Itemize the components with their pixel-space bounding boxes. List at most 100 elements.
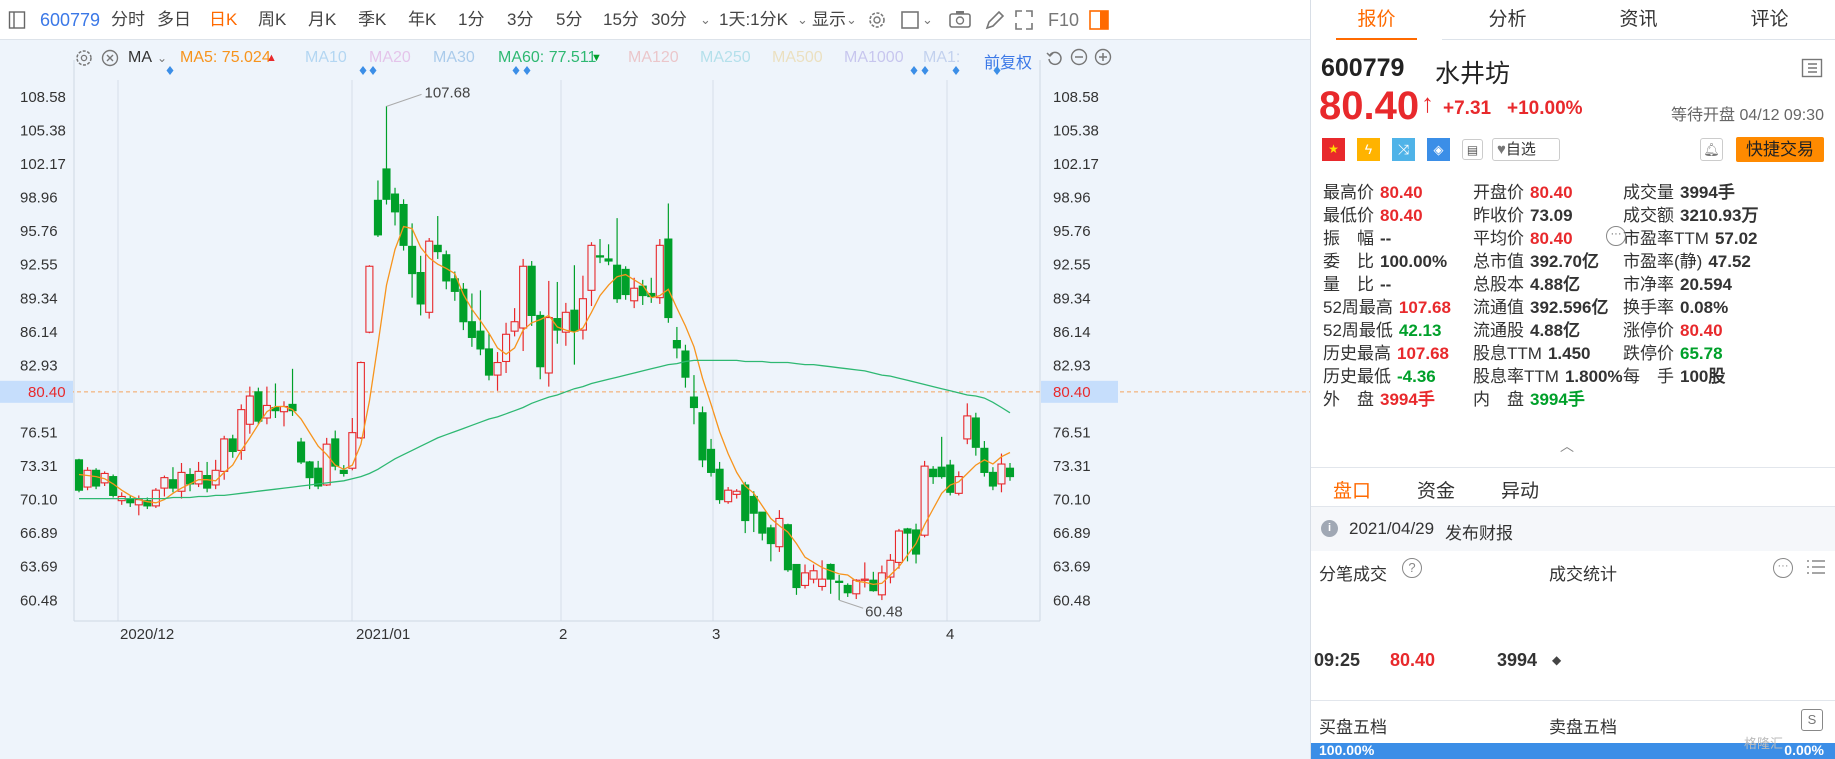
indicator-chevron-icon[interactable]: ⌄ xyxy=(157,51,168,65)
f10-button[interactable]: F10 xyxy=(1048,10,1080,30)
tab-quote[interactable]: 报价 xyxy=(1311,0,1442,40)
candle-body[interactable] xyxy=(783,524,792,571)
candle-body[interactable] xyxy=(331,438,340,467)
candle-body[interactable] xyxy=(502,333,511,363)
candle-body[interactable] xyxy=(698,412,707,461)
candle-body[interactable] xyxy=(425,240,434,313)
candle-body[interactable] xyxy=(92,469,101,487)
list-view-icon[interactable] xyxy=(1805,556,1827,583)
event-marker-icon[interactable] xyxy=(952,66,960,75)
tab-orderbook[interactable]: 盘口 xyxy=(1333,481,1372,502)
candle-body[interactable] xyxy=(1005,467,1015,478)
candle-body[interactable] xyxy=(920,465,929,536)
tab-3min[interactable]: 3分 xyxy=(507,10,534,29)
layout-chevron-icon[interactable]: ⌄ xyxy=(922,12,933,27)
tab-month-k[interactable]: 月K xyxy=(308,10,337,29)
candle-body[interactable] xyxy=(732,490,741,495)
screenshot-camera-icon[interactable] xyxy=(948,0,972,40)
candle-body[interactable] xyxy=(749,495,758,514)
candle-body[interactable] xyxy=(561,311,570,333)
candle-body[interactable] xyxy=(203,474,212,489)
candle-body[interactable] xyxy=(433,244,442,253)
candle-body[interactable] xyxy=(228,438,237,453)
china-flag-icon[interactable]: ★ xyxy=(1322,138,1345,161)
candle-body[interactable] xyxy=(493,361,502,376)
candle-body[interactable] xyxy=(852,579,861,595)
candle-body[interactable] xyxy=(356,361,365,439)
candle-body[interactable] xyxy=(570,309,579,332)
event-marker-icon[interactable] xyxy=(910,66,918,75)
zoom-in-icon[interactable] xyxy=(1093,47,1113,72)
candle-body[interactable] xyxy=(903,528,912,534)
event-marker-icon[interactable] xyxy=(523,66,531,75)
candle-body[interactable] xyxy=(254,391,263,422)
event-marker-icon[interactable] xyxy=(359,66,367,75)
announcement-bar[interactable]: i 2021/04/29 发布财报 xyxy=(1311,507,1835,551)
reset-undo-icon[interactable] xyxy=(1045,47,1065,72)
candle-body[interactable] xyxy=(305,461,314,479)
candle-body[interactable] xyxy=(715,468,724,501)
help-question-icon[interactable]: ? xyxy=(1402,558,1422,578)
tab-5min[interactable]: 5分 xyxy=(556,10,583,29)
candle-body[interactable] xyxy=(459,288,468,323)
interval-select[interactable]: 1天:1分K xyxy=(719,10,788,29)
tab-news[interactable]: 资讯 xyxy=(1619,9,1658,30)
candle-body[interactable] xyxy=(160,477,169,489)
market-cap-more-icon[interactable]: ··· xyxy=(1606,226,1626,246)
candle-body[interactable] xyxy=(484,348,494,376)
candle-body[interactable] xyxy=(536,314,545,368)
candle-body[interactable] xyxy=(672,340,681,349)
candle-body[interactable] xyxy=(766,527,775,545)
candle-body[interactable] xyxy=(971,417,980,448)
tab-duori[interactable]: 多日 xyxy=(157,10,191,29)
candle-body[interactable] xyxy=(527,265,536,316)
candle-body[interactable] xyxy=(741,484,750,522)
candle-body[interactable] xyxy=(382,168,391,200)
add-watchlist-button[interactable]: ♥自选 xyxy=(1492,138,1560,161)
candle-body[interactable] xyxy=(809,570,818,580)
candle-body[interactable] xyxy=(83,469,92,488)
settings-gear-icon[interactable] xyxy=(866,0,888,40)
indicator-type-select[interactable]: MA xyxy=(128,49,152,66)
display-chevron-icon[interactable]: ⌄ xyxy=(846,12,857,27)
event-marker-icon[interactable] xyxy=(369,66,377,75)
event-marker-icon[interactable] xyxy=(993,66,1001,75)
alert-bell-icon[interactable]: 🔔︎ xyxy=(1700,138,1723,161)
candle-body[interactable] xyxy=(724,489,733,503)
candle-body[interactable] xyxy=(946,464,955,493)
candle-body[interactable] xyxy=(288,403,297,412)
candle-body[interactable] xyxy=(595,255,605,258)
candle-body[interactable] xyxy=(954,476,963,494)
tab-year-k[interactable]: 年K xyxy=(408,10,437,29)
tab-15min[interactable]: 15分 xyxy=(603,10,639,29)
candle-body[interactable] xyxy=(937,466,946,478)
candle-body[interactable] xyxy=(681,350,690,378)
candle-body[interactable] xyxy=(894,530,904,563)
collapse-panel-icon[interactable] xyxy=(1801,58,1823,83)
kline-svg[interactable]: 108.58 108.58 105.38 105.38 102.17 102.17 98.9… xyxy=(0,40,1310,759)
more-periods-chevron-icon[interactable]: ⌄ xyxy=(700,12,711,27)
candle-body[interactable] xyxy=(800,572,810,586)
candle-body[interactable] xyxy=(988,471,997,487)
quick-trade-button[interactable]: 快捷交易 xyxy=(1736,137,1824,162)
candle-body[interactable] xyxy=(758,511,767,534)
candle-body[interactable] xyxy=(245,395,254,425)
shuffle-icon[interactable]: ⤨ xyxy=(1392,138,1415,161)
candle-body[interactable] xyxy=(587,244,596,291)
candle-body[interactable] xyxy=(621,268,630,296)
tab-day-k[interactable]: 日K xyxy=(209,10,238,29)
candle-body[interactable] xyxy=(297,441,306,463)
candle-body[interactable] xyxy=(399,203,408,246)
candle-body[interactable] xyxy=(467,321,476,338)
candle-body[interactable] xyxy=(630,287,639,302)
candle-body[interactable] xyxy=(194,470,203,485)
candle-body[interactable] xyxy=(860,578,869,581)
candle-body[interactable] xyxy=(476,330,485,350)
event-marker-icon[interactable] xyxy=(921,66,929,75)
tab-comments[interactable]: 评论 xyxy=(1750,9,1789,30)
candle-body[interactable] xyxy=(604,258,613,262)
candle-body[interactable] xyxy=(544,316,553,374)
candle-body[interactable] xyxy=(510,321,519,332)
candle-body[interactable] xyxy=(220,438,229,472)
tab-fenshi[interactable]: 分时 xyxy=(111,10,145,29)
